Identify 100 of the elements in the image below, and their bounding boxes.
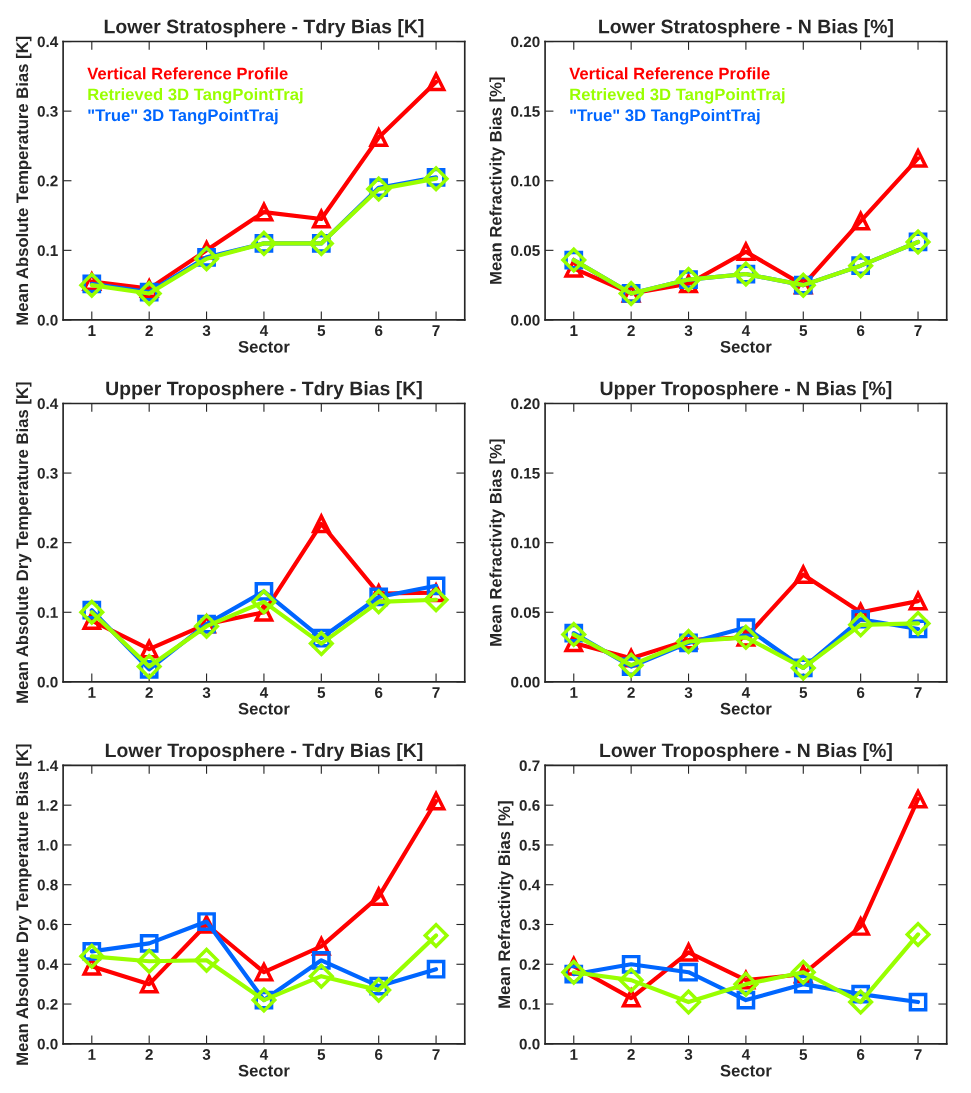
x-tick-label: 4 [259,325,269,336]
x-tick-label: 6 [856,325,865,337]
y-tick-label: 0.7 [519,760,540,772]
x-axis-title: Sector [238,1064,290,1077]
x-tick-label: 3 [202,687,211,698]
x-tick-label: 5 [317,687,326,698]
x-tick-label: 3 [202,325,211,337]
y-tick-label: 0.6 [37,919,58,931]
y-tick-label: 0.3 [37,106,58,117]
y-tick-label: 0.0 [37,676,58,688]
y-tick-label: 0.2 [37,998,58,1010]
x-tick-label: 5 [799,325,808,337]
chart-title: Upper Troposphere - Tdry Bias [K] [106,381,422,400]
x-tick-label: 5 [799,1049,808,1060]
x-tick-label: 7 [432,687,440,698]
x-tick-label: 3 [684,325,693,337]
x-tick-label: 1 [570,687,578,698]
x-axis-title: Sector [238,702,290,715]
y-tick-label: 1.2 [37,800,58,811]
y-tick-label: 0.2 [37,175,58,187]
x-tick-label: 7 [432,1049,440,1060]
x-tick-label: 4 [741,687,751,698]
x-tick-label: 6 [375,325,383,337]
x-tick-label: 3 [684,1049,693,1060]
y-tick-label: 0.05 [511,245,540,257]
text: Retrieved 3D TangPointTraj [570,88,785,104]
y-tick-label: 0.20 [511,36,540,48]
y-tick-label: 0.4 [37,398,59,410]
y-axis-title: Mean Absolute Temperature Bias [K] [15,36,32,325]
y-axis-title: Mean Refractivity Bias [%] [489,77,505,284]
x-tick-label: 4 [741,325,751,336]
x-tick-label: 2 [627,325,635,336]
text: Retrieved 3D TangPointTraj [88,88,303,104]
y-tick-label: 0.0 [37,314,58,326]
y-tick-label: 0.4 [37,36,59,48]
x-tick-label: 3 [202,1049,211,1060]
x-tick-label: 7 [914,1049,922,1060]
x-tick-label: 4 [259,687,269,698]
y-tick-label: 0.15 [511,106,540,117]
chart-title: Lower Troposphere - Tdry Bias [K] [105,742,423,762]
y-tick-label: 0.5 [519,839,540,851]
x-tick-label: 1 [88,325,96,336]
x-tick-label: 2 [627,687,635,698]
y-axis-title: Mean Refractivity Bias [%] [489,439,505,646]
chart-title: Lower Troposphere - N Bias [%] [600,742,892,762]
x-tick-label: 2 [145,325,153,336]
y-tick-label: 0.3 [37,467,58,479]
y-tick-label: 0.6 [519,800,540,811]
x-tick-label: 5 [317,1049,326,1060]
y-tick-label: 0.00 [511,676,540,688]
x-axis-title: Sector [720,702,772,715]
y-tick-label: 0.15 [511,467,540,479]
text: Vertical Reference Profile [87,67,288,80]
y-tick-label: 0.4 [519,879,541,891]
x-tick-label: 7 [432,325,440,336]
y-tick-label: 0.1 [37,607,58,618]
x-tick-label: 1 [570,1049,578,1060]
y-tick-label: 0.10 [511,175,540,187]
x-tick-label: 6 [375,1049,383,1060]
x-tick-label: 2 [627,1049,635,1060]
y-axis-title: Mean Absolute Dry Temperature Bias [K] [15,382,32,703]
x-axis-title: Sector [720,340,772,353]
y-tick-label: 0.0 [37,1038,58,1050]
y-tick-label: 1.4 [37,760,59,771]
y-tick-label: 0.2 [37,537,58,549]
x-tick-label: 6 [856,687,865,698]
y-tick-label: 0.1 [37,245,58,257]
y-tick-label: 0.05 [511,607,540,618]
x-tick-label: 4 [259,1049,269,1060]
y-tick-label: 0.2 [519,959,540,970]
y-tick-label: 1.0 [37,839,58,851]
x-tick-label: 1 [88,1049,96,1060]
y-tick-label: 0.8 [37,879,58,891]
x-tick-label: 4 [741,1049,751,1060]
x-tick-label: 3 [684,687,693,698]
y-tick-label: 0.3 [519,919,540,931]
x-axis-title: Sector [720,1064,772,1077]
x-tick-label: 2 [145,1049,153,1060]
y-tick-label: 0.1 [519,998,540,1010]
x-tick-label: 7 [914,687,922,698]
y-axis-title: Mean Refractivity Bias [%] [497,801,514,1008]
x-tick-label: 6 [375,687,383,698]
x-tick-label: 2 [145,687,153,698]
y-tick-label: 0.20 [511,398,540,410]
y-tick-label: 0.10 [511,537,540,549]
y-tick-label: 0.0 [519,1038,540,1050]
x-tick-label: 5 [799,687,808,698]
chart-title: Lower Stratosphere - N Bias [%] [599,19,893,38]
y-tick-label: 0.4 [37,959,59,970]
text: "True" 3D TangPointTraj [88,108,278,125]
x-tick-label: 1 [88,687,96,698]
x-tick-label: 5 [317,325,326,337]
y-axis-title: Mean Absolute Dry Temperature Bias [K] [15,744,32,1065]
x-tick-label: 6 [856,1049,865,1060]
y-tick-label: 0.00 [511,314,540,326]
x-tick-label: 7 [914,325,922,336]
text: "True" 3D TangPointTraj [570,108,760,125]
chart-title: Upper Troposphere - N Bias [%] [600,381,892,400]
x-axis-title: Sector [238,340,290,353]
x-tick-label: 1 [570,325,578,336]
